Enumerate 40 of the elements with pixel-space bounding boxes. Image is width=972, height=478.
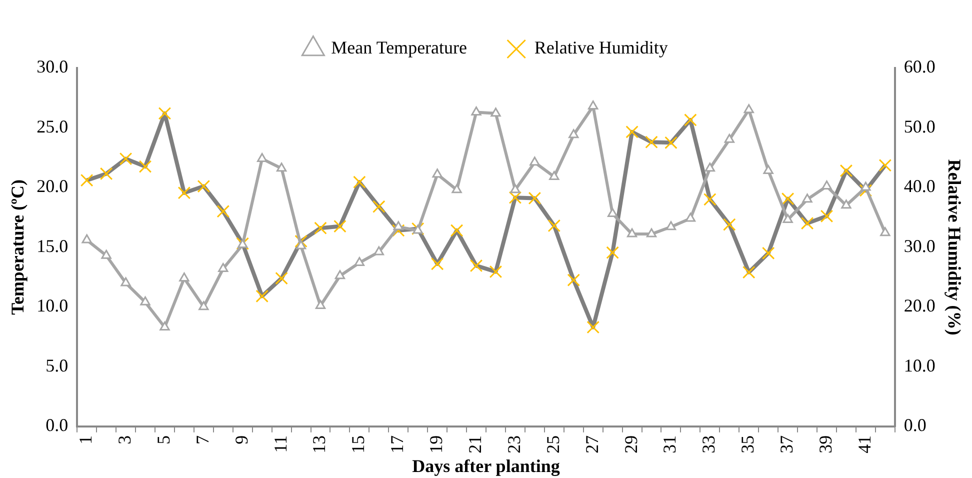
x-tick-label: 39 [815, 435, 836, 454]
x-tick-label: 15 [348, 435, 368, 454]
x-tick-label: 13 [309, 435, 330, 454]
x-tick-label: 27 [582, 435, 602, 454]
x-tick-label: 17 [387, 435, 408, 454]
legend-label: Relative Humidity [534, 38, 668, 58]
x-tick-label: 31 [660, 435, 680, 454]
x-tick-label: 23 [504, 435, 524, 454]
y2-tick-label: 30.0 [904, 236, 936, 256]
y2-axis-title: Relative Humidity (%) [944, 159, 965, 336]
x-tick-label: 3 [114, 435, 135, 444]
y-axis-title: Temperature (ºC) [7, 179, 28, 315]
y-tick-label: 20.0 [36, 176, 68, 196]
x-tick-label: 25 [542, 435, 563, 454]
x-tick-label: 19 [426, 435, 446, 454]
y-tick-label: 15.0 [36, 236, 68, 256]
x-tick-label: 7 [192, 435, 212, 444]
x-tick-label: 33 [698, 435, 719, 454]
y2-tick-label: 0.0 [904, 415, 926, 436]
x-tick-label: 29 [620, 435, 641, 454]
x-axis-title: Days after planting [412, 456, 560, 476]
y2-tick-label: 40.0 [904, 176, 936, 196]
x-tick-label: 41 [854, 435, 874, 454]
y-tick-label: 25.0 [36, 116, 68, 136]
legend-label: Mean Temperature [331, 38, 468, 58]
y-tick-label: 10.0 [36, 296, 68, 316]
x-tick-label: 21 [465, 435, 485, 454]
x-tick-label: 11 [270, 435, 290, 453]
x-tick-label: 9 [231, 435, 252, 444]
x-tick-label: 1 [76, 435, 96, 444]
y2-tick-label: 50.0 [904, 116, 936, 136]
x-tick-label: 5 [153, 435, 174, 444]
y-tick-label: 0.0 [46, 415, 68, 436]
y-tick-label: 30.0 [36, 56, 68, 77]
y2-tick-label: 10.0 [904, 355, 936, 376]
y2-tick-label: 60.0 [904, 56, 936, 77]
x-tick-label: 35 [738, 435, 758, 454]
y2-tick-label: 20.0 [904, 296, 936, 316]
x-tick-label: 37 [776, 435, 797, 454]
y-tick-label: 5.0 [46, 355, 68, 376]
